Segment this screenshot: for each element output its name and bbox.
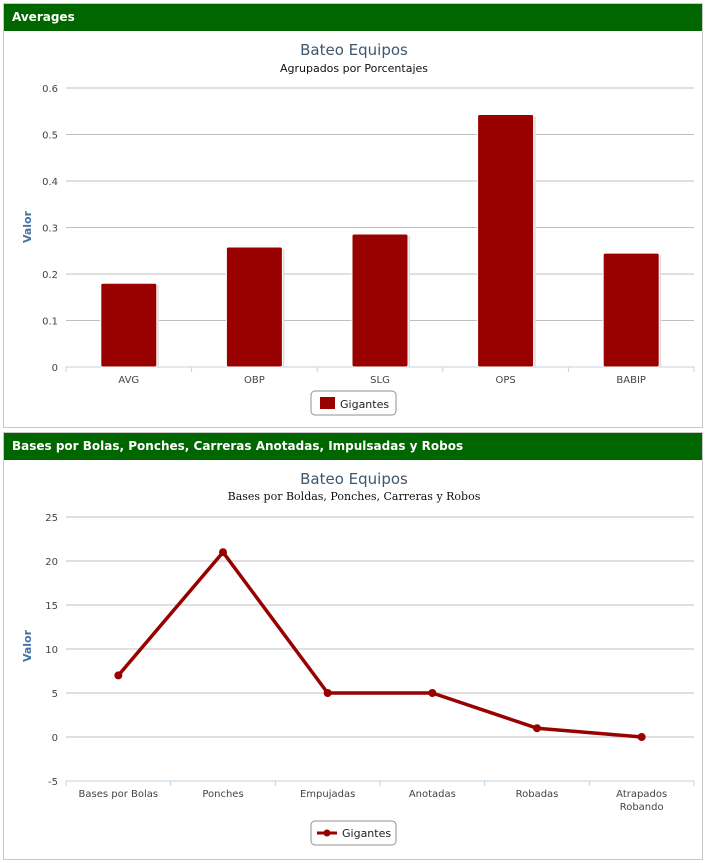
x-tick-label: AVG bbox=[118, 375, 139, 386]
x-tick-label: Bases por Bolas bbox=[79, 789, 159, 800]
chart-legend[interactable]: Gigantes bbox=[310, 820, 397, 846]
chart-title: Bateo Equipos bbox=[300, 41, 408, 59]
y-tick-label: 10 bbox=[45, 645, 58, 656]
x-tick-label: Empujadas bbox=[300, 789, 355, 800]
x-tick-label: BABIP bbox=[616, 375, 646, 386]
x-tick-label: Anotadas bbox=[409, 789, 456, 800]
data-point[interactable] bbox=[219, 548, 227, 557]
y-tick-label: 0.3 bbox=[42, 224, 58, 235]
y-axis-label: Valor bbox=[21, 210, 34, 243]
batting-counts-chart: Bateo Equipos Bases por Boldas, Ponches,… bbox=[21, 470, 695, 846]
data-point[interactable] bbox=[533, 724, 541, 733]
bar[interactable] bbox=[602, 252, 660, 368]
legend-swatch bbox=[320, 397, 335, 409]
x-tick-label: SLG bbox=[370, 375, 390, 386]
data-point[interactable] bbox=[428, 689, 437, 697]
chart-subtitle: Agrupados por Porcentajes bbox=[280, 62, 428, 75]
y-tick-label: 5 bbox=[52, 689, 58, 700]
x-tick-label: Ponches bbox=[202, 789, 243, 800]
y-tick-label: 0.6 bbox=[42, 84, 58, 95]
chart-title: Bateo Equipos bbox=[300, 470, 408, 488]
legend-marker bbox=[323, 829, 331, 837]
averages-panel: Averages Bateo Equipos Agrupados por Por… bbox=[3, 3, 703, 428]
averages-panel-header: Averages bbox=[4, 4, 702, 31]
counts-panel-header: Bases por Bolas, Ponches, Carreras Anota… bbox=[4, 433, 702, 460]
chart-subtitle: Bases por Boldas, Ponches, Carreras y Ro… bbox=[228, 490, 481, 503]
data-point[interactable] bbox=[637, 733, 646, 741]
x-tick-label: OPS bbox=[495, 375, 515, 386]
y-tick-label: 0 bbox=[52, 363, 58, 374]
x-tick-label: Robadas bbox=[516, 789, 559, 800]
counts-panel: Bases por Bolas, Ponches, Carreras Anota… bbox=[3, 432, 703, 860]
y-tick-label: 0.2 bbox=[42, 270, 58, 281]
chart-legend[interactable]: Gigantes bbox=[310, 390, 397, 416]
y-tick-label: 25 bbox=[45, 513, 58, 524]
y-axis-label: Valor bbox=[21, 629, 34, 662]
series-line bbox=[116, 550, 642, 739]
bar[interactable] bbox=[351, 233, 409, 368]
y-tick-label: 20 bbox=[45, 557, 58, 568]
y-tick-label: 0 bbox=[52, 733, 58, 744]
legend-label: Gigantes bbox=[342, 827, 391, 840]
data-point[interactable] bbox=[323, 689, 332, 697]
y-tick-label: 0.4 bbox=[42, 177, 58, 188]
x-tick-label: Atrapados Robando bbox=[616, 789, 667, 813]
x-tick-label: OBP bbox=[244, 375, 265, 386]
data-point[interactable] bbox=[114, 671, 123, 680]
legend-label: Gigantes bbox=[340, 398, 389, 411]
bar[interactable] bbox=[225, 246, 283, 368]
batting-averages-chart: Bateo Equipos Agrupados por Porcentajes … bbox=[21, 41, 695, 416]
bar[interactable] bbox=[100, 282, 158, 368]
y-tick-label: 0.5 bbox=[42, 131, 58, 142]
y-tick-label: -5 bbox=[48, 777, 58, 788]
y-tick-label: 0.1 bbox=[42, 317, 58, 328]
y-tick-label: 15 bbox=[45, 601, 58, 612]
bar[interactable] bbox=[477, 114, 535, 368]
